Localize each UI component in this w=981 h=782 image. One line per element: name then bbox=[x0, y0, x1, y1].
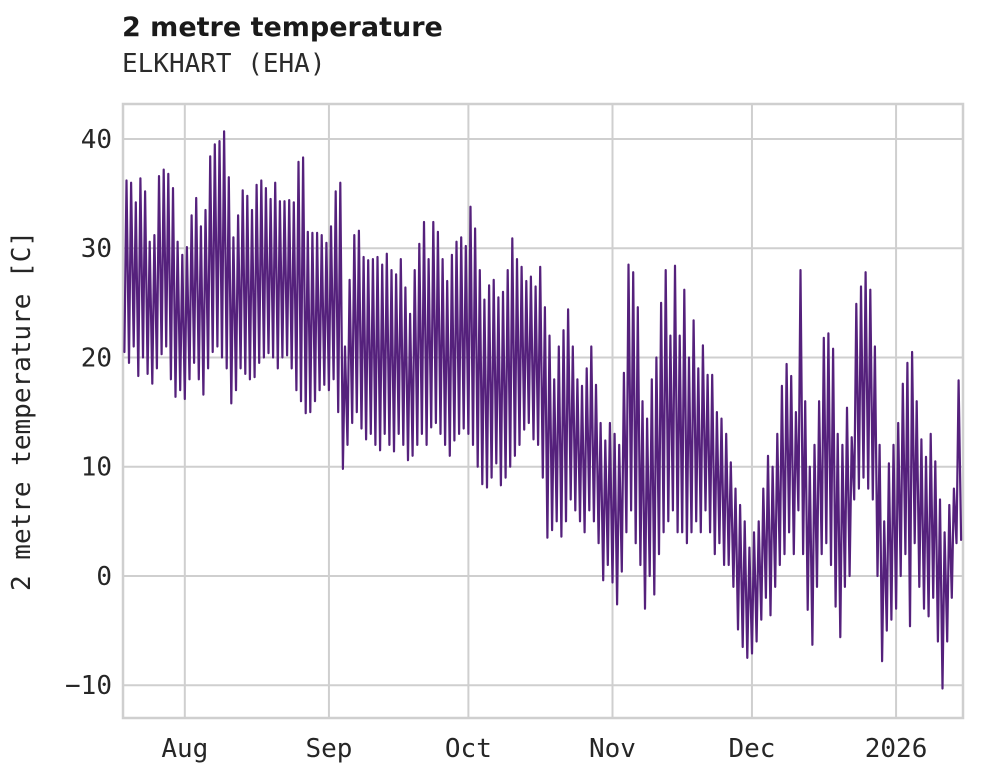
chart-title: 2 metre temperature bbox=[122, 12, 443, 43]
y-axis-label: 2 metre temperature [C] bbox=[7, 231, 37, 591]
chart-subtitle: ELKHART (EHA) bbox=[122, 49, 326, 79]
x-tick-label: Aug bbox=[161, 734, 208, 764]
y-tick-label: −10 bbox=[65, 671, 112, 701]
y-tick-label: 10 bbox=[81, 453, 112, 483]
y-tick-label: 0 bbox=[96, 562, 112, 592]
y-tick-label: 20 bbox=[81, 343, 112, 373]
x-tick-label: Nov bbox=[589, 734, 636, 764]
x-tick-label: Sep bbox=[305, 734, 352, 764]
y-tick-label: 40 bbox=[81, 125, 112, 155]
x-tick-label: Oct bbox=[445, 734, 492, 764]
temperature-line bbox=[123, 130, 963, 690]
x-tick-label: 2026 bbox=[865, 734, 928, 764]
y-tick-label: 30 bbox=[81, 234, 112, 264]
x-tick-label: Dec bbox=[728, 734, 775, 764]
plot-border bbox=[121, 102, 965, 720]
